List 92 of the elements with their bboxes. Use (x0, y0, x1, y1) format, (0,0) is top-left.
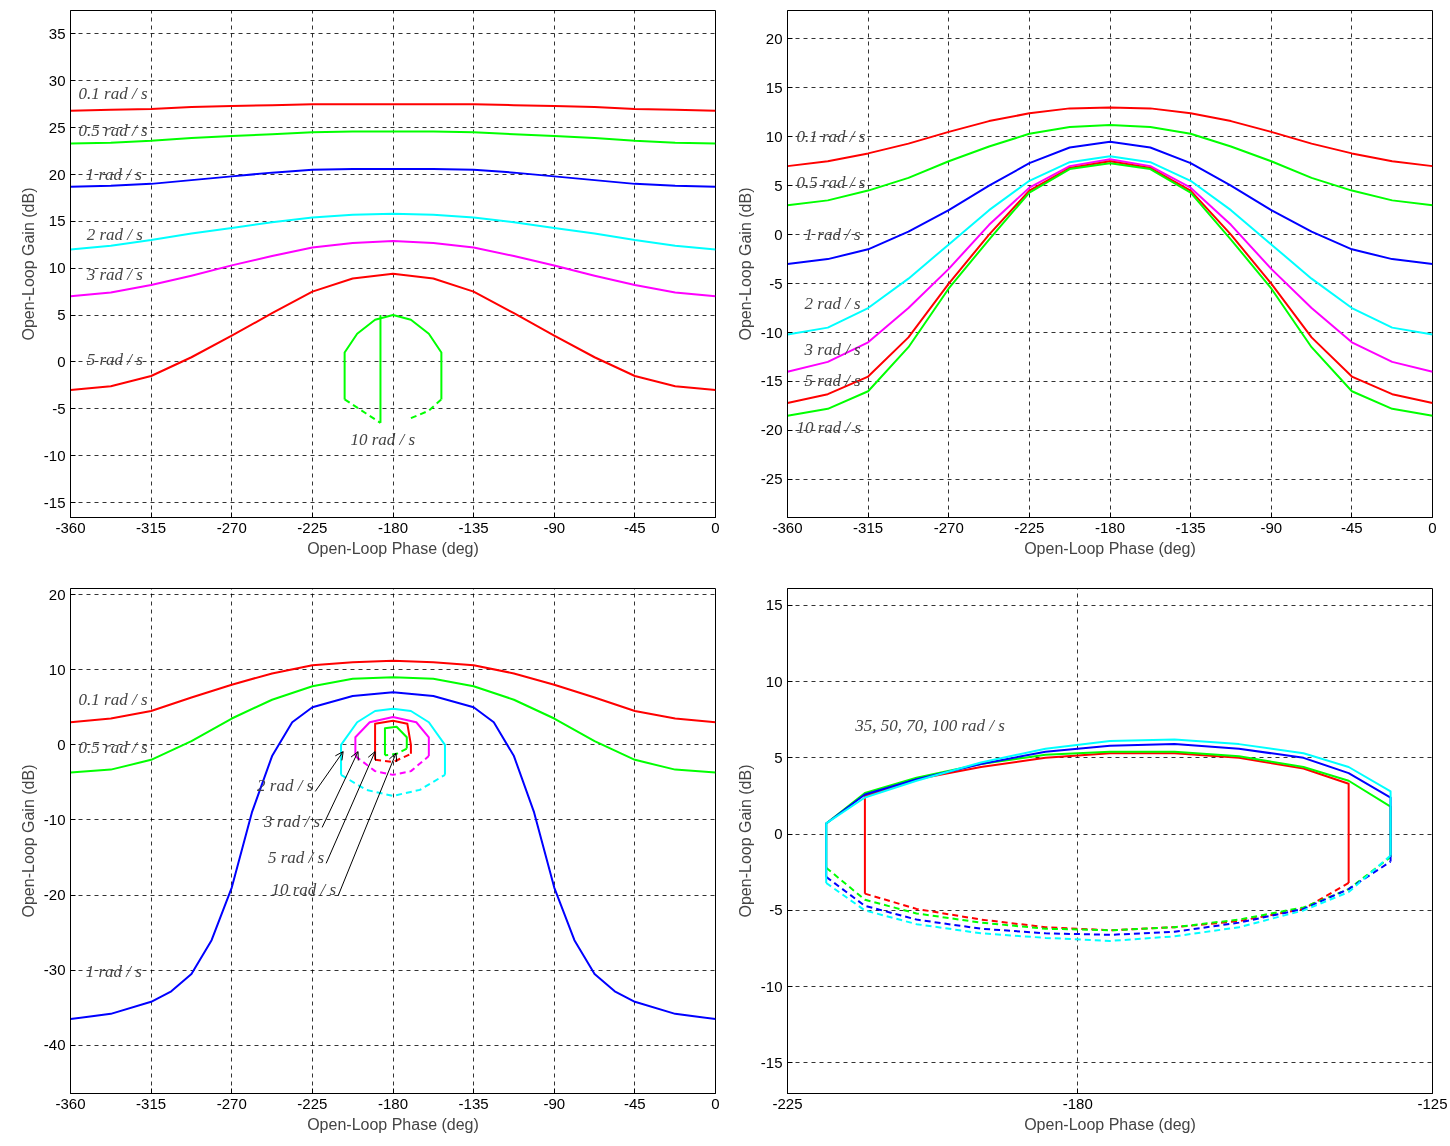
annotation: 35, 50, 70, 100 rad / s (854, 716, 1006, 736)
x-tick-label: 0 (711, 1094, 720, 1112)
annotation: 0.5 rad / s (78, 121, 148, 141)
y-axis-title: Open-Loop Gain (dB) (736, 187, 754, 341)
annotation: 1 rad / s (804, 225, 862, 245)
y-tick-label: 35 (48, 24, 66, 42)
x-tick-label: -180 (377, 518, 409, 536)
annotation: 3 rad / s (262, 811, 321, 831)
y-tick-label: 5 (774, 176, 783, 194)
annotation: 5 rad / s (86, 349, 144, 369)
y-tick-label: 15 (765, 596, 783, 614)
x-axis-title: Open-Loop Phase (deg) (1024, 1115, 1196, 1133)
y-tick-label: -15 (760, 372, 783, 390)
x-tick-label: -125 (1417, 1094, 1448, 1112)
y-tick-label: -15 (760, 1053, 783, 1071)
y-tick-label: -10 (760, 323, 783, 341)
y-tick-label: 20 (48, 585, 66, 603)
x-tick-label: -225 (1014, 518, 1045, 536)
y-tick-label: 25 (48, 118, 66, 136)
y-tick-label: 15 (765, 78, 783, 96)
x-tick-label: -270 (216, 518, 247, 536)
y-tick-label: -5 (769, 901, 783, 919)
x-tick-label: -270 (933, 518, 964, 536)
y-tick-label: -30 (43, 961, 66, 979)
y-tick-label: -5 (52, 399, 66, 417)
x-tick-label: -45 (624, 518, 646, 536)
annotation: 10 rad / s (271, 880, 337, 900)
annotation: 0.1 rad / s (78, 83, 148, 103)
annotation: 1 rad / s (85, 962, 143, 982)
x-tick-label: -360 (772, 518, 803, 536)
x-tick-label: -180 (1062, 1094, 1093, 1112)
annotation: 2 rad / s (804, 293, 862, 313)
x-axis-title: Open-Loop Phase (deg) (307, 1115, 479, 1133)
annotation: 0.1 rad / s (78, 689, 148, 709)
y-tick-label: -10 (43, 446, 66, 464)
x-tick-label: -45 (1341, 518, 1363, 536)
y-axis-title: Open-Loop Gain (dB) (19, 764, 37, 918)
x-tick-label: -270 (216, 1094, 247, 1112)
y-tick-label: -20 (43, 886, 66, 904)
y-tick-label: -20 (760, 421, 783, 439)
x-tick-label: -360 (55, 518, 86, 536)
x-tick-label: -315 (136, 518, 167, 536)
x-tick-label: -135 (458, 1094, 489, 1112)
y-tick-label: -5 (769, 274, 783, 292)
x-tick-label: -225 (772, 1094, 803, 1112)
annotation: 1 rad / s (85, 164, 143, 184)
x-tick-label: -315 (136, 1094, 167, 1112)
y-tick-label: -10 (43, 810, 66, 828)
x-tick-label: -135 (1175, 518, 1206, 536)
x-tick-label: -315 (853, 518, 884, 536)
x-tick-label: 0 (711, 518, 720, 536)
y-tick-label: 0 (774, 225, 783, 243)
y-tick-label: 0 (774, 825, 783, 843)
y-tick-label: -25 (760, 470, 783, 488)
x-tick-label: -135 (458, 518, 489, 536)
y-tick-label: 0 (57, 735, 66, 753)
y-tick-label: 10 (765, 127, 783, 145)
x-tick-label: -45 (624, 1094, 646, 1112)
y-axis-title: Open-Loop Gain (dB) (19, 187, 37, 341)
x-tick-label: -90 (543, 518, 566, 536)
y-tick-label: -15 (43, 493, 66, 511)
annotation: 0.5 rad / s (78, 737, 148, 757)
annotation: 10 rad / s (796, 417, 862, 437)
annotation: 0.1 rad / s (796, 127, 866, 147)
x-tick-label: -90 (1260, 518, 1283, 536)
annotation: 2 rad / s (86, 225, 144, 245)
y-tick-label: 5 (774, 748, 783, 766)
x-tick-label: -360 (55, 1094, 86, 1112)
y-tick-label: 20 (765, 29, 783, 47)
x-tick-label: -225 (297, 518, 328, 536)
y-tick-label: 10 (765, 672, 783, 690)
y-axis-title: Open-Loop Gain (dB) (736, 764, 754, 918)
annotation: 10 rad / s (350, 430, 416, 450)
x-axis-title: Open-Loop Phase (deg) (307, 539, 479, 557)
y-tick-label: 20 (48, 165, 66, 183)
y-tick-label: 10 (48, 259, 66, 277)
annotation: 3 rad / s (85, 265, 144, 285)
annotation: 0.5 rad / s (796, 173, 866, 193)
y-tick-label: -10 (760, 977, 783, 995)
y-tick-label: 30 (48, 71, 66, 89)
x-axis-title: Open-Loop Phase (deg) (1024, 539, 1196, 557)
x-tick-label: 0 (1428, 518, 1437, 536)
y-tick-label: 0 (57, 352, 66, 370)
y-tick-label: 10 (48, 660, 66, 678)
x-tick-label: -180 (1094, 518, 1126, 536)
x-tick-label: -225 (297, 1094, 328, 1112)
x-tick-label: -180 (377, 1094, 409, 1112)
x-tick-label: -90 (543, 1094, 566, 1112)
y-tick-label: 15 (48, 212, 66, 230)
y-tick-label: 5 (57, 306, 66, 324)
y-tick-label: -40 (43, 1036, 66, 1054)
annotation: 5 rad / s (267, 847, 325, 867)
